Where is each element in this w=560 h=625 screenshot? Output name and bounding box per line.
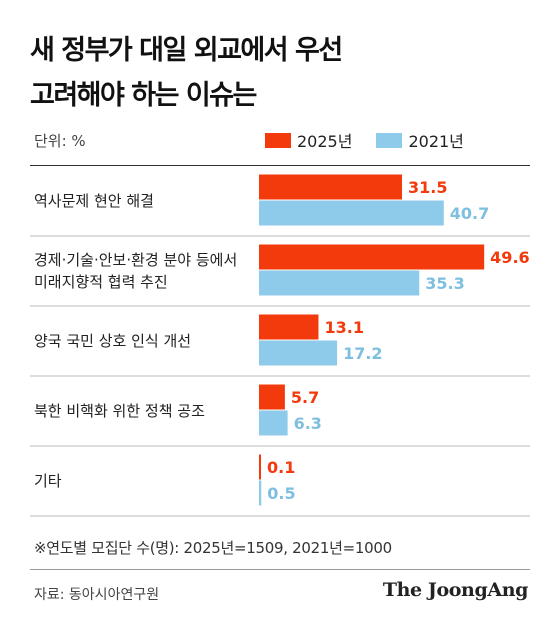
value-label-2025-1: 31.5 <box>408 178 447 197</box>
bar-2021-3 <box>259 340 338 366</box>
bar-2021-5 <box>259 480 262 506</box>
legend-label-2021: 2021년 <box>408 132 464 151</box>
value-label-2021-3: 17.2 <box>343 344 382 363</box>
title-line-1: 새 정부가 대일 외교에서 우선 <box>30 35 343 66</box>
legend-swatch-2021 <box>376 132 403 148</box>
legend: 2025년 2021년 <box>265 128 488 152</box>
category-label-2-line-2: 미래지향적 협력 추진 <box>34 273 168 291</box>
category-label-3: 양국 국민 상호 인식 개선 <box>34 332 191 350</box>
category-label-4: 북한 비핵화 위한 정책 공조 <box>34 402 205 420</box>
legend-label-2025: 2025년 <box>297 132 353 151</box>
bar-2025-3 <box>259 314 319 340</box>
title-line-2: 고려해야 하는 이슈는 <box>30 80 257 111</box>
category-label-5: 기타 <box>34 472 62 490</box>
bar-2021-2 <box>259 270 420 296</box>
value-label-2021-1: 40.7 <box>450 204 489 223</box>
value-label-2025-3: 13.1 <box>324 318 363 337</box>
bar-2025-4 <box>259 384 285 410</box>
value-label-2021-4: 6.3 <box>294 414 322 433</box>
category-label-2-line-1: 경제·기술·안보·환경 분야 등에서 <box>34 251 237 269</box>
legend-swatch-2025 <box>265 132 291 148</box>
bar-2021-1 <box>259 200 444 226</box>
value-label-2025-5: 0.1 <box>267 458 295 477</box>
bar-2021-4 <box>259 410 288 436</box>
publisher-logo: The JoongAng <box>382 579 529 601</box>
value-label-2025-2: 49.6 <box>490 248 529 267</box>
legend-item-2025: 2025년 <box>265 128 352 152</box>
chart-title: 새 정부가 대일 외교에서 우선 고려해야 하는 이슈는 <box>30 28 530 118</box>
unit-label: 단위: % <box>34 132 86 150</box>
bar-2025-2 <box>259 244 485 270</box>
value-label-2025-4: 5.7 <box>291 388 319 407</box>
footnote: ※연도별 모집단 수(명): 2025년=1509, 2021년=1000 <box>34 539 392 557</box>
value-label-2021-2: 35.3 <box>425 274 464 293</box>
bar-2025-1 <box>259 174 403 200</box>
bar-2025-5 <box>259 454 261 480</box>
value-label-2021-5: 0.5 <box>267 484 295 503</box>
source-label: 자료: 동아시아연구원 <box>34 587 160 603</box>
top-divider <box>30 165 530 166</box>
bottom-divider <box>30 569 530 570</box>
category-label-1: 역사문제 현안 해결 <box>34 192 154 210</box>
legend-item-2021: 2021년 <box>376 128 464 152</box>
